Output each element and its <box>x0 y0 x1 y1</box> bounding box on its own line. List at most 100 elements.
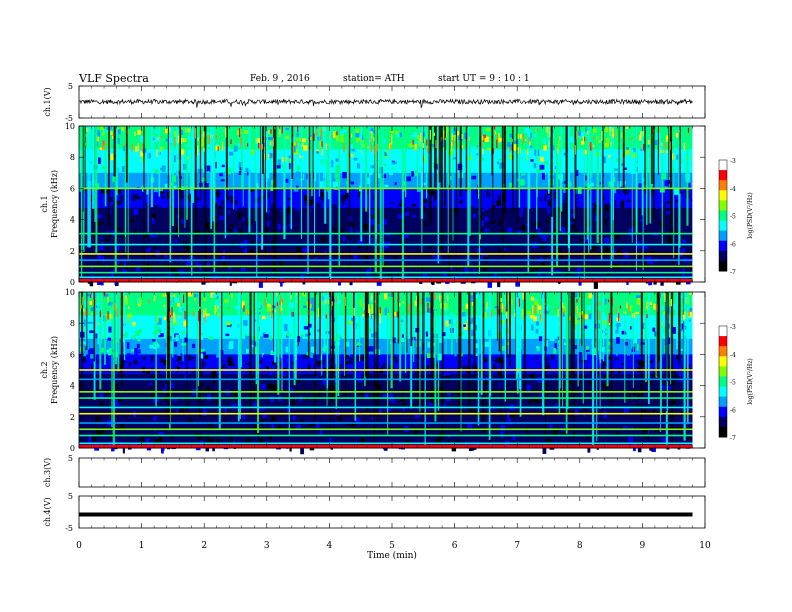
ch2-spec-noise <box>87 416 92 421</box>
ch2-spec-noise <box>605 432 609 436</box>
ch1-spec-noise <box>506 211 511 215</box>
ch2-spec-noise <box>178 439 182 444</box>
ch2-spec-noise <box>240 339 245 346</box>
ch2-spec-hot <box>599 310 601 320</box>
ch1-spec-noise <box>91 233 96 238</box>
ch1-spec-noise <box>199 134 203 138</box>
ch1-spec-bg-row <box>79 211 693 217</box>
ch1-spec-noise <box>153 188 158 193</box>
ch1-spec-noise <box>321 249 325 253</box>
ch2-spec-hot <box>280 301 282 311</box>
ch2-spec-band <box>79 406 693 409</box>
ch2-spec-bg-row <box>79 436 693 441</box>
ch2-spec-hot <box>317 307 320 318</box>
ch1-spec-noise <box>659 220 662 225</box>
ch1-spec-noise <box>161 215 166 222</box>
ch1-spec-sferic <box>114 126 117 274</box>
ch1-spec-noise <box>85 238 88 243</box>
ch1-spec-noise <box>452 157 457 160</box>
ch2-spec-hot <box>399 303 401 307</box>
ch1-spec-noise <box>647 273 652 279</box>
ch1-spec-sferic <box>583 126 585 282</box>
ch1-spec-noise <box>476 153 480 156</box>
ch1-spec-noise <box>469 212 473 217</box>
ch2-spec-noise <box>583 314 589 320</box>
ch2-spec-noise <box>221 328 224 332</box>
ch2-spec-noise <box>415 414 421 418</box>
ch2-spec-noise <box>229 341 234 344</box>
ch2-spec-colorbar-segment <box>719 326 727 337</box>
ch1-spec-noise <box>673 231 679 235</box>
ch1-spec-noise <box>303 194 308 201</box>
ch1-spec-band <box>79 243 693 246</box>
ch1-spec-bg-row <box>79 165 693 170</box>
ch2-spec-noise <box>99 416 104 420</box>
ch1-spec-noise <box>224 236 229 239</box>
ch2-spec-sferic <box>81 292 84 394</box>
ch2-spec-noise <box>115 354 119 362</box>
ch2-spec-noise <box>407 370 412 375</box>
ch2-spec-noise <box>672 327 676 334</box>
ch1-spec-noise <box>453 196 457 201</box>
ch1-spec-noise <box>449 179 454 187</box>
ch1-spec-noise <box>490 209 493 213</box>
ch2-spec-hot <box>353 307 355 316</box>
ch2-spec-noise <box>329 358 334 364</box>
ch2-spec-noise <box>358 391 363 396</box>
ch2-spec-bg-row <box>79 373 693 379</box>
ch1-spec-noise <box>604 142 610 148</box>
ch1-spec-noise <box>174 239 177 243</box>
ch2-spec-noise <box>307 363 311 370</box>
ch2-spec-noise <box>181 343 186 346</box>
ch1-spec-sferic <box>416 126 418 190</box>
ch2-spec-noise <box>584 345 588 350</box>
ch1-spec-noise <box>665 179 670 184</box>
ch1-spec-noise <box>584 262 589 267</box>
ch1-spec-noise <box>636 224 642 227</box>
ch2-spec-noise <box>511 441 514 449</box>
ch1-spec-noise <box>627 266 631 272</box>
ch1-spec-sferic <box>264 126 267 256</box>
ch1-spec-bg-row <box>79 141 693 146</box>
ch2-spec-noise <box>584 329 590 336</box>
ch1-spec-sferic <box>225 126 228 198</box>
ch1-spec-sferic <box>113 126 116 177</box>
ch2-spec-noise <box>597 372 600 376</box>
ch1-spec-noise <box>303 254 306 259</box>
ch1-spec-sferic <box>323 126 325 188</box>
ch1-spec-hot <box>177 135 180 141</box>
ch1-spec-noise <box>612 250 618 256</box>
ch2-spec-noise <box>500 424 506 432</box>
ch1-spec-noise <box>303 226 307 229</box>
ch2-spec-noise <box>184 337 188 343</box>
ch2-spec-noise <box>247 425 252 428</box>
ch2-spec-noise <box>596 447 599 450</box>
ch2-spec-noise <box>189 404 192 408</box>
ch1-spec-noise <box>520 205 524 211</box>
ch1-spec-noise <box>420 255 425 262</box>
ch1-spec-noise <box>314 256 317 260</box>
ch1-spec-noise <box>632 263 635 267</box>
ch2-spec-noise <box>491 360 496 364</box>
ch1-spec-sferic <box>434 126 436 203</box>
ch1-spec-noise <box>335 158 339 162</box>
ch1-spec-sferic <box>143 126 145 267</box>
ch1-spec-noise <box>495 211 499 218</box>
ch1-spec-noise <box>111 135 114 140</box>
ch2-spec-sferic <box>488 292 491 440</box>
ch1-spec-sferic <box>169 126 172 263</box>
ch2-spec-noise <box>259 346 265 352</box>
ch2-spec-sferic <box>104 292 106 365</box>
ch1-spec-noise <box>357 136 362 141</box>
ch1-spec-noise <box>629 149 634 153</box>
ch1-spec-noise <box>275 247 279 254</box>
ch2-spec-noise <box>589 369 595 377</box>
ch2-spec-hot <box>364 310 366 315</box>
ch2-spec-noise <box>174 341 178 347</box>
ch1-spec-noise <box>569 205 575 210</box>
ch1-spec-y-tick-label: 4 <box>70 216 75 225</box>
ch2-spec-hot <box>92 299 94 307</box>
ch1-spec-noise <box>99 244 103 251</box>
ch1-spec-noise <box>613 186 617 194</box>
ch1-spec-noise <box>370 165 375 169</box>
